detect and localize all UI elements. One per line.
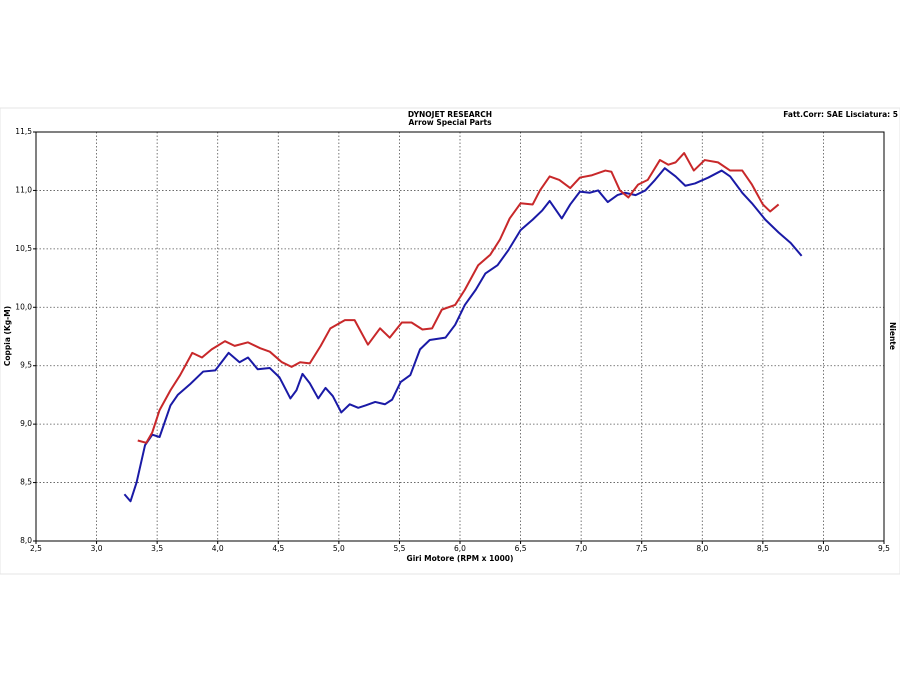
x-tick-label: 7,5	[636, 544, 648, 553]
x-axis-label: Giri Motore (RPM x 1000)	[407, 554, 514, 563]
right-axis-label: Niente	[888, 322, 897, 350]
torque-curve	[137, 152, 780, 444]
x-tick-label: 3,5	[151, 544, 163, 553]
x-tick-label: 9,5	[878, 544, 890, 553]
y-tick-label: 11,0	[15, 185, 32, 194]
x-tick-label: 4,0	[212, 544, 224, 553]
y-tick-label: 9,5	[20, 361, 32, 370]
x-tick-label: 3,0	[91, 544, 103, 553]
y-tick-label: 11,5	[15, 127, 32, 136]
y-tick-label: 8,0	[20, 536, 32, 545]
chart-title: DYNOJET RESEARCH	[408, 110, 492, 119]
x-tick-label: 8,5	[757, 544, 769, 553]
y-tick-label: 10,0	[15, 302, 32, 311]
x-tick-label: 8,0	[696, 544, 708, 553]
x-tick-label: 2,5	[30, 544, 42, 553]
x-tick-label: 5,5	[393, 544, 405, 553]
chart-subtitle: Arrow Special Parts	[408, 118, 492, 127]
correction-note: Fatt.Corr: SAE Lisciatura: 5	[783, 110, 898, 119]
x-tick-label: 9,0	[817, 544, 829, 553]
x-tick-label: 4,5	[272, 544, 284, 553]
x-tick-label: 6,5	[515, 544, 527, 553]
y-tick-label: 8,5	[20, 478, 32, 487]
x-tick-label: 6,0	[454, 544, 466, 553]
x-tick-label: 7,0	[575, 544, 587, 553]
y-tick-label: 10,5	[15, 244, 32, 253]
x-tick-label: 5,0	[333, 544, 345, 553]
plot-border	[35, 131, 885, 542]
y-tick-label: 9,0	[20, 419, 32, 428]
torque-curve	[123, 167, 803, 503]
y-axis-label: Coppia (Kg-M)	[3, 306, 12, 366]
